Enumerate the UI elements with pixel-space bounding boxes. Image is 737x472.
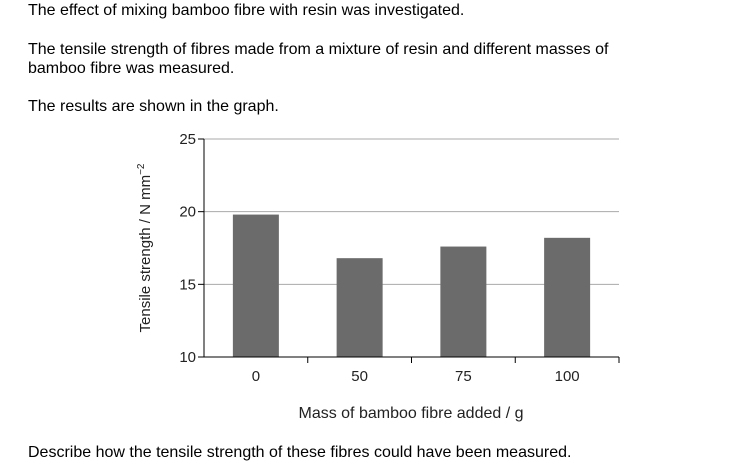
y-axis-label-superscript: −2 [136, 163, 147, 175]
bar-75 [440, 246, 487, 357]
results-text: The results are shown in the graph. [28, 98, 279, 115]
y-tick-label-20: 20 [179, 204, 196, 221]
x-tick-label-50: 50 [351, 368, 368, 385]
x-tick-label-100: 100 [555, 368, 580, 385]
y-axis-label: Tensile strength / N mm−2 [136, 163, 154, 332]
y-tick-label-25: 25 [179, 131, 196, 148]
description-line-1: The tensile strength of fibres made from… [28, 41, 609, 58]
bar-100 [544, 237, 591, 357]
x-tick-label-0: 0 [252, 368, 260, 385]
x-tick-label-75: 75 [455, 368, 472, 385]
intro-text: The effect of mixing bamboo fibre with r… [28, 2, 465, 19]
x-axis-label: Mass of bamboo fibre added / g [298, 405, 523, 422]
y-axis-label-main: Tensile strength / N mm [137, 175, 154, 333]
bar-0 [232, 214, 279, 357]
bar-50 [336, 258, 383, 357]
y-tick-label-10: 10 [179, 349, 196, 366]
y-tick-label-15: 15 [179, 276, 196, 293]
question-prompt: Describe how the tensile strength of the… [28, 444, 572, 461]
description-line-2: bamboo fibre was measured. [28, 60, 235, 77]
